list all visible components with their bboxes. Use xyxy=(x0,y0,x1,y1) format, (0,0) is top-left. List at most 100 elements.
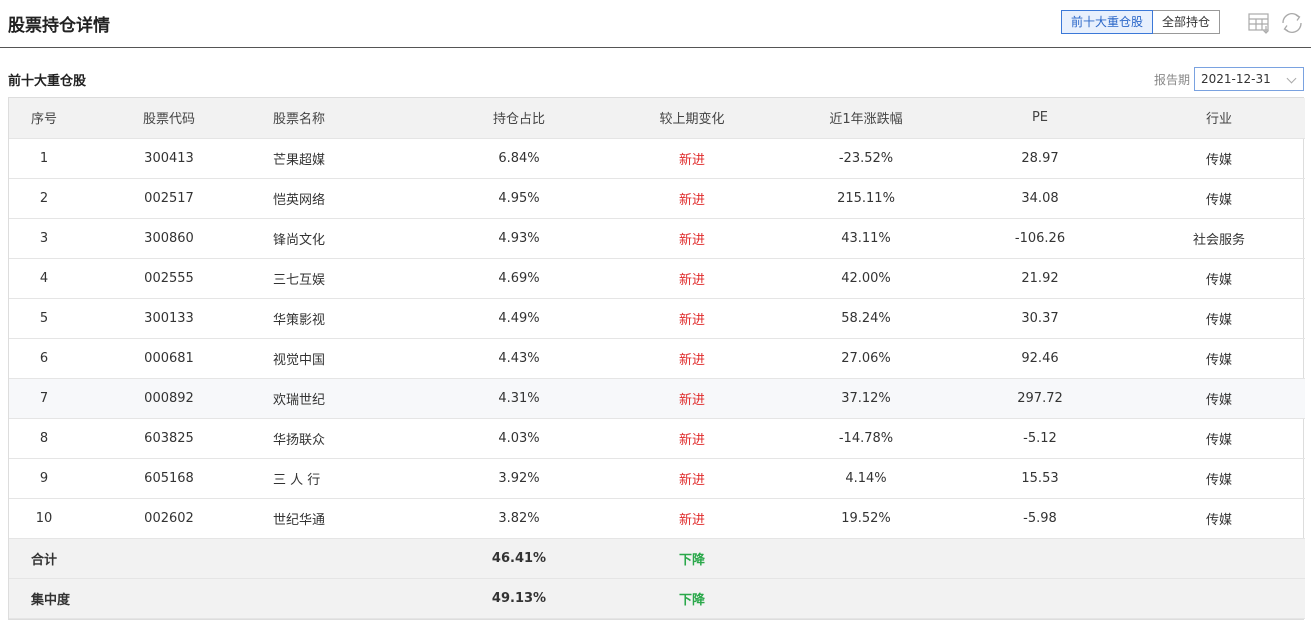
cell-stock-name[interactable]: 华扬联众 xyxy=(259,418,439,459)
holdings-toggle: 前十大重仓股 全部持仓 xyxy=(1061,10,1221,34)
tab-top-ten[interactable]: 前十大重仓股 xyxy=(1061,10,1154,34)
cell-change: 新进 xyxy=(599,418,785,459)
cell-stock-name[interactable]: 华策影视 xyxy=(259,298,439,339)
cell-change: 新进 xyxy=(599,178,785,219)
cell-no: 4 xyxy=(9,258,79,299)
concentration-change: 下降 xyxy=(599,578,785,619)
cell-code[interactable]: 300413 xyxy=(79,138,259,179)
col-header-pct[interactable]: 持仓占比 xyxy=(439,98,599,139)
table-row[interactable]: 9 605168 三 人 行 3.92% 新进 4.14% 15.53 传媒 xyxy=(9,458,1305,499)
cell-industry: 传媒 xyxy=(1133,498,1305,539)
cell-pct: 4.95% xyxy=(439,178,599,219)
col-header-change[interactable]: 较上期变化 xyxy=(599,98,785,139)
cell-code[interactable]: 603825 xyxy=(79,418,259,459)
cell-industry: 传媒 xyxy=(1133,258,1305,299)
cell-no: 10 xyxy=(9,498,79,539)
table-row[interactable]: 8 603825 华扬联众 4.03% 新进 -14.78% -5.12 传媒 xyxy=(9,418,1305,459)
cell-no: 9 xyxy=(9,458,79,499)
col-header-code[interactable]: 股票代码 xyxy=(79,98,259,139)
period-select[interactable]: 2021-12-31 xyxy=(1194,67,1304,91)
cell-pct: 4.69% xyxy=(439,258,599,299)
cell-stock-name[interactable]: 三七互娱 xyxy=(259,258,439,299)
cell-pe: -106.26 xyxy=(947,218,1133,259)
cell-yoy: 43.11% xyxy=(785,218,947,259)
cell-pe: -5.98 xyxy=(947,498,1133,539)
cell-stock-name[interactable]: 锋尚文化 xyxy=(259,218,439,259)
cell-pct: 4.93% xyxy=(439,218,599,259)
total-row: 合计 46.41% 下降 xyxy=(9,538,1305,579)
cell-change: 新进 xyxy=(599,458,785,499)
cell-code[interactable]: 300860 xyxy=(79,218,259,259)
cell-code[interactable]: 002555 xyxy=(79,258,259,299)
cell-stock-name[interactable]: 恺英网络 xyxy=(259,178,439,219)
cell-code[interactable]: 605168 xyxy=(79,458,259,499)
concentration-label: 集中度 xyxy=(9,578,439,619)
cell-pct: 6.84% xyxy=(439,138,599,179)
cell-code[interactable]: 300133 xyxy=(79,298,259,339)
cell-industry: 传媒 xyxy=(1133,418,1305,459)
table-row[interactable]: 10 002602 世纪华通 3.82% 新进 19.52% -5.98 传媒 xyxy=(9,498,1305,539)
cell-code[interactable]: 002517 xyxy=(79,178,259,219)
col-header-yoy[interactable]: 近1年涨跌幅 xyxy=(785,98,947,139)
table-export-icon[interactable] xyxy=(1247,11,1273,35)
cell-yoy: -23.52% xyxy=(785,138,947,179)
cell-industry: 传媒 xyxy=(1133,298,1305,339)
cell-no: 7 xyxy=(9,378,79,419)
cell-pe: 21.92 xyxy=(947,258,1133,299)
col-header-industry[interactable]: 行业 xyxy=(1133,98,1305,139)
period-value: 2021-12-31 xyxy=(1201,72,1271,86)
tab-all-holdings[interactable]: 全部持仓 xyxy=(1153,10,1221,34)
total-pct: 46.41% xyxy=(439,538,599,579)
total-label: 合计 xyxy=(9,538,439,579)
cell-pe: 28.97 xyxy=(947,138,1133,179)
col-header-no[interactable]: 序号 xyxy=(9,98,79,139)
period-label: 报告期 xyxy=(1154,73,1191,87)
cell-industry: 传媒 xyxy=(1133,458,1305,499)
col-header-name[interactable]: 股票名称 xyxy=(259,98,439,139)
cell-change: 新进 xyxy=(599,138,785,179)
cell-code[interactable]: 000681 xyxy=(79,338,259,379)
cell-no: 1 xyxy=(9,138,79,179)
cell-yoy: 4.14% xyxy=(785,458,947,499)
table-row[interactable]: 1 300413 芒果超媒 6.84% 新进 -23.52% 28.97 传媒 xyxy=(9,138,1305,179)
cell-pct: 4.49% xyxy=(439,298,599,339)
cell-yoy: 27.06% xyxy=(785,338,947,379)
cell-pe: 30.37 xyxy=(947,298,1133,339)
cell-stock-name[interactable]: 三 人 行 xyxy=(259,458,439,499)
cell-stock-name[interactable]: 世纪华通 xyxy=(259,498,439,539)
cell-no: 2 xyxy=(9,178,79,219)
cell-pe: 92.46 xyxy=(947,338,1133,379)
table-row[interactable]: 2 002517 恺英网络 4.95% 新进 215.11% 34.08 传媒 xyxy=(9,178,1305,219)
concentration-pct: 49.13% xyxy=(439,578,599,619)
cell-stock-name[interactable]: 视觉中国 xyxy=(259,338,439,379)
table-row[interactable]: 3 300860 锋尚文化 4.93% 新进 43.11% -106.26 社会服务 xyxy=(9,218,1305,259)
cell-stock-name[interactable]: 欢瑞世纪 xyxy=(259,378,439,419)
cell-stock-name[interactable]: 芒果超媒 xyxy=(259,138,439,179)
top-bar: 股票持仓详情 前十大重仓股 全部持仓 xyxy=(0,0,1311,48)
cell-change: 新进 xyxy=(599,378,785,419)
cell-pct: 4.31% xyxy=(439,378,599,419)
cell-pe: 34.08 xyxy=(947,178,1133,219)
cell-industry: 传媒 xyxy=(1133,138,1305,179)
table-row[interactable]: 7 000892 欢瑞世纪 4.31% 新进 37.12% 297.72 传媒 xyxy=(9,378,1305,419)
cell-pe: -5.12 xyxy=(947,418,1133,459)
cell-code[interactable]: 002602 xyxy=(79,498,259,539)
cell-no: 5 xyxy=(9,298,79,339)
cell-change: 新进 xyxy=(599,338,785,379)
cell-yoy: 215.11% xyxy=(785,178,947,219)
col-header-pe[interactable]: PE xyxy=(947,98,1133,139)
table-header-row: 序号 股票代码 股票名称 持仓占比 较上期变化 近1年涨跌幅 PE 行业 xyxy=(9,98,1305,139)
cell-change: 新进 xyxy=(599,498,785,539)
table-row[interactable]: 5 300133 华策影视 4.49% 新进 58.24% 30.37 传媒 xyxy=(9,298,1305,339)
total-change: 下降 xyxy=(599,538,785,579)
cell-industry: 传媒 xyxy=(1133,178,1305,219)
cell-industry: 社会服务 xyxy=(1133,218,1305,259)
cell-pct: 3.92% xyxy=(439,458,599,499)
cell-code[interactable]: 000892 xyxy=(79,378,259,419)
refresh-icon[interactable] xyxy=(1279,11,1305,35)
cell-yoy: 19.52% xyxy=(785,498,947,539)
cell-no: 6 xyxy=(9,338,79,379)
table-row[interactable]: 4 002555 三七互娱 4.69% 新进 42.00% 21.92 传媒 xyxy=(9,258,1305,299)
table-row[interactable]: 6 000681 视觉中国 4.43% 新进 27.06% 92.46 传媒 xyxy=(9,338,1305,379)
cell-pe: 297.72 xyxy=(947,378,1133,419)
